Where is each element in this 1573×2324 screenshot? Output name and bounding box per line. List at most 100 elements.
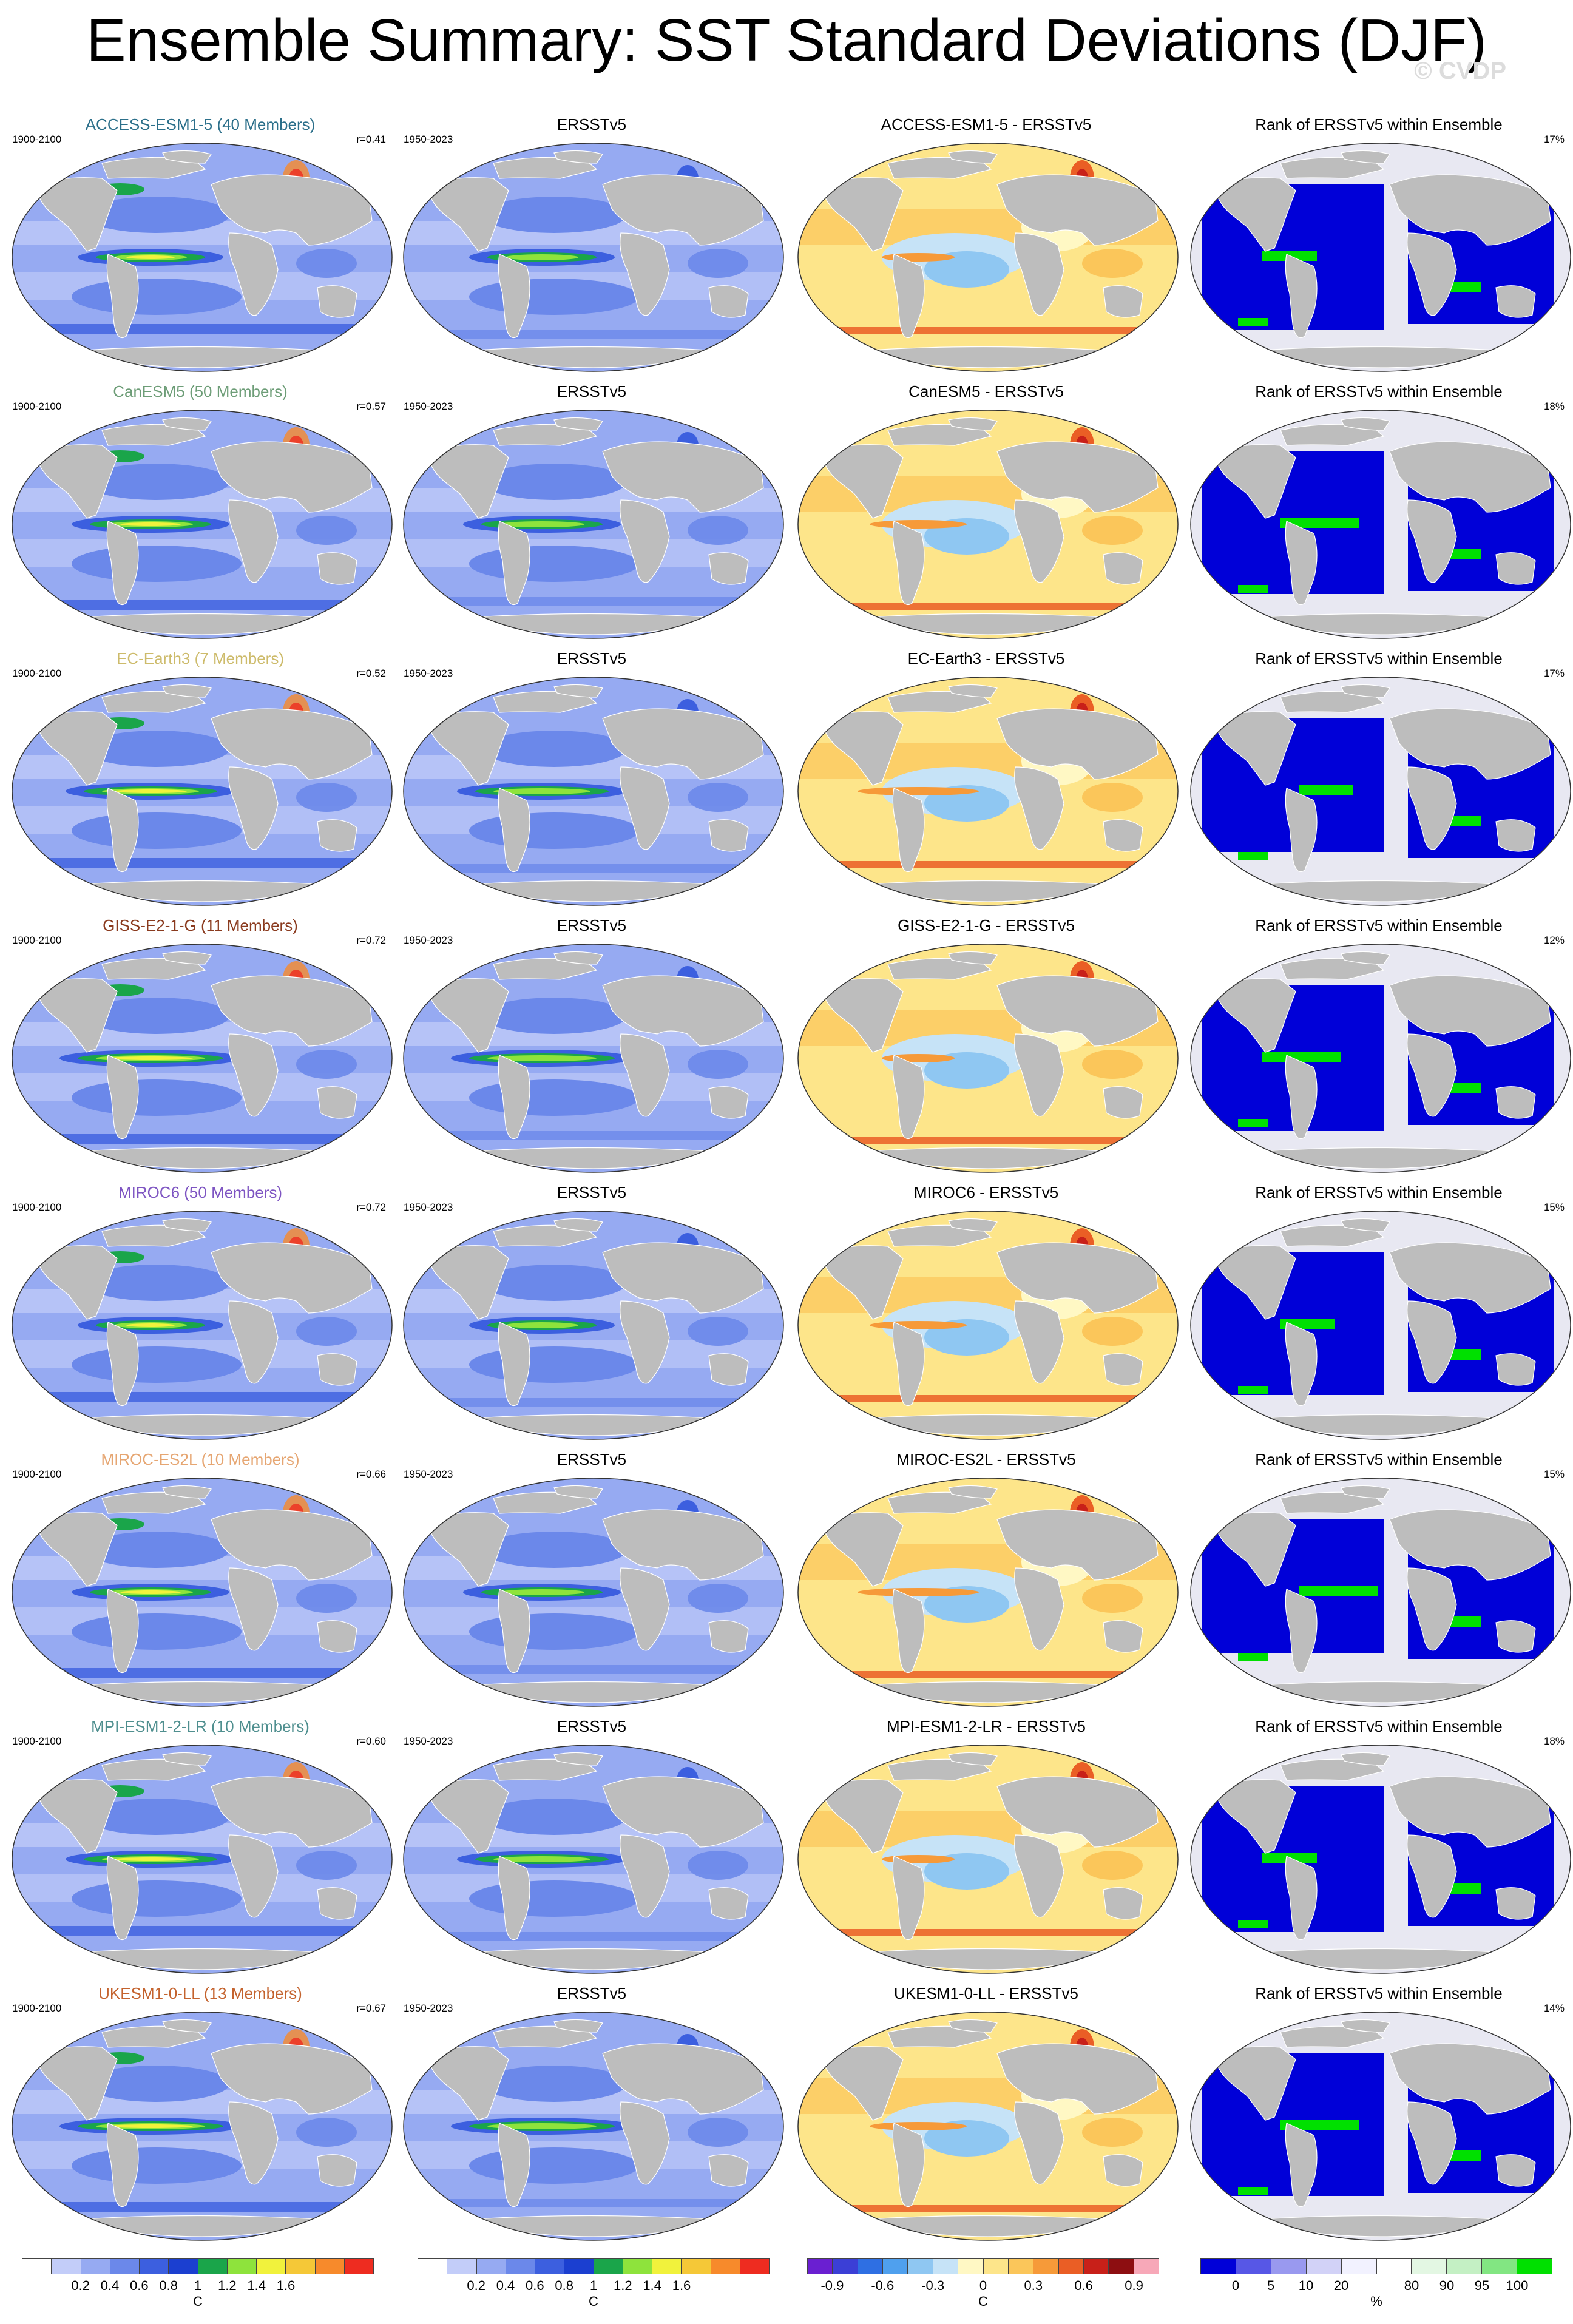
model-std-panel: MIROC-ES2L (10 Members) 1900-2100 r=0.66: [6, 1445, 394, 1712]
colorbar-tick-label: 0.4: [496, 2278, 515, 2293]
model-row: EC-Earth3 (7 Members) 1900-2100 r=0.52: [0, 644, 1573, 911]
difference-title: MIROC6 - ERSSTv5: [913, 1183, 1059, 1201]
model-row: MIROC-ES2L (10 Members) 1900-2100 r=0.66: [0, 1445, 1573, 1712]
obs-title: ERSSTv5: [556, 916, 627, 934]
colorbar-swatch: [1058, 2259, 1084, 2274]
rank-title: Rank of ERSSTv5 within Ensemble: [1255, 1450, 1503, 1468]
obs-period: 1950-2023: [404, 1468, 453, 1480]
colorbar-tick-label: 100: [1506, 2278, 1529, 2293]
colorbar-swatch: [535, 2259, 565, 2274]
colorbar-swatch: [506, 2259, 535, 2274]
colorbar-swatch: [594, 2259, 623, 2274]
model-title: ACCESS-ESM1-5 (40 Members): [85, 115, 316, 133]
obs-std-panel: ERSSTv5 1950-2023: [397, 1178, 786, 1445]
colorbar-tick-label: 0.9: [1125, 2278, 1143, 2293]
rank-title: Rank of ERSSTv5 within Ensemble: [1255, 649, 1503, 667]
colorbar-tick-label: 0.2: [467, 2278, 485, 2293]
difference-title: ACCESS-ESM1-5 - ERSSTv5: [881, 115, 1092, 133]
pattern-correlation: r=0.72: [356, 934, 386, 946]
colorbar-swatch: [933, 2259, 959, 2274]
colorbar-tick-label: 80: [1404, 2278, 1419, 2293]
colorbar-swatches: [807, 2258, 1159, 2274]
colorbar-swatch: [1271, 2259, 1307, 2274]
obs-period: 1950-2023: [404, 667, 453, 679]
model-period: 1900-2100: [12, 1735, 62, 1747]
rank-percent: 15%: [1543, 1201, 1565, 1213]
colorbar-tick-label: 1.2: [218, 2278, 237, 2293]
colorbar-swatch: [983, 2259, 1009, 2274]
obs-period: 1950-2023: [404, 1735, 453, 1747]
rank-title: Rank of ERSSTv5 within Ensemble: [1255, 916, 1503, 934]
rank-title: Rank of ERSSTv5 within Ensemble: [1255, 382, 1503, 400]
model-period: 1900-2100: [12, 1468, 62, 1480]
difference-panel: MPI-ESM1-2-LR - ERSSTv5: [792, 1712, 1180, 1979]
difference-title: CanESM5 - ERSSTv5: [908, 382, 1064, 400]
colorbar-swatch: [1341, 2259, 1377, 2274]
colorbar-tick-label: 0.2: [71, 2278, 90, 2293]
model-row: MPI-ESM1-2-LR (10 Members) 1900-2100 r=0…: [0, 1712, 1573, 1979]
colorbar-swatch: [315, 2259, 345, 2274]
rank-title: Rank of ERSSTv5 within Ensemble: [1255, 1183, 1503, 1201]
model-std-panel: GISS-E2-1-G (11 Members) 1900-2100 r=0.7…: [6, 911, 394, 1178]
obs-title: ERSSTv5: [556, 1717, 627, 1735]
colorbar-tick-label: 0.6: [1074, 2278, 1093, 2293]
model-title: GISS-E2-1-G (11 Members): [103, 916, 298, 934]
model-row: GISS-E2-1-G (11 Members) 1900-2100 r=0.7…: [0, 911, 1573, 1178]
obs-title: ERSSTv5: [556, 115, 627, 133]
colorbar-swatch: [1376, 2259, 1412, 2274]
difference-panel: MIROC-ES2L - ERSSTv5: [792, 1445, 1180, 1712]
model-period: 1900-2100: [12, 1201, 62, 1213]
obs-std-panel: ERSSTv5 1950-2023: [397, 1979, 786, 2246]
rank-percent: 12%: [1543, 934, 1565, 946]
model-title: CanESM5 (50 Members): [113, 382, 288, 400]
colorbar-swatch: [52, 2259, 81, 2274]
model-title: EC-Earth3 (7 Members): [117, 649, 284, 667]
colorbar-swatches: [22, 2258, 374, 2274]
colorbar-swatch: [1306, 2259, 1342, 2274]
difference-title: UKESM1-0-LL - ERSSTv5: [894, 1984, 1078, 2002]
colorbar-unit: C: [589, 2294, 598, 2309]
model-period: 1900-2100: [12, 400, 62, 412]
obs-title: ERSSTv5: [556, 649, 627, 667]
rank-percent: 14%: [1543, 2002, 1565, 2014]
model-std-panel: MIROC6 (50 Members) 1900-2100 r=0.72: [6, 1178, 394, 1445]
rank-panel: Rank of ERSSTv5 within Ensemble 18%: [1185, 1712, 1573, 1979]
colorbar-swatch: [227, 2259, 257, 2274]
colorbar-swatch: [1083, 2259, 1109, 2274]
colorbar-swatch: [110, 2259, 140, 2274]
colorbar-swatch: [1134, 2259, 1159, 2274]
colorbar-swatch: [682, 2259, 711, 2274]
colorbar-tick-label: 20: [1333, 2278, 1349, 2293]
rank-title: Rank of ERSSTv5 within Ensemble: [1255, 1984, 1503, 2002]
colorbar-swatch: [1033, 2259, 1059, 2274]
colorbar-tick-label: 1.4: [643, 2278, 661, 2293]
colorbar-tick-label: 0.4: [100, 2278, 120, 2293]
colorbar-swatch: [833, 2259, 858, 2274]
difference-title: GISS-E2-1-G - ERSSTv5: [898, 916, 1075, 934]
rank-title: Rank of ERSSTv5 within Ensemble: [1255, 1717, 1503, 1735]
colorbar-swatch: [711, 2259, 740, 2274]
colorbar-swatch: [564, 2259, 594, 2274]
difference-panel: ACCESS-ESM1-5 - ERSSTv5: [792, 110, 1180, 377]
colorbar-tick-label: 1.2: [614, 2278, 632, 2293]
rank-panel: Rank of ERSSTv5 within Ensemble 12%: [1185, 911, 1573, 1178]
pattern-correlation: r=0.41: [356, 133, 386, 145]
colorbar-rank: 0 5 10 20 80 90 95 100%: [1200, 2258, 1552, 2309]
colorbar-swatch: [344, 2259, 373, 2274]
model-row: CanESM5 (50 Members) 1900-2100 r=0.57: [0, 377, 1573, 644]
model-period: 1900-2100: [12, 667, 62, 679]
model-std-panel: EC-Earth3 (7 Members) 1900-2100 r=0.52: [6, 644, 394, 911]
obs-std-panel: ERSSTv5 1950-2023: [397, 644, 786, 911]
difference-panel: GISS-E2-1-G - ERSSTv5: [792, 911, 1180, 1178]
colorbar-swatch: [1109, 2259, 1134, 2274]
difference-title: MPI-ESM1-2-LR - ERSSTv5: [887, 1717, 1086, 1735]
pattern-correlation: r=0.72: [356, 1201, 386, 1213]
colorbar-tick-label: 0.3: [1024, 2278, 1043, 2293]
colorbar-tick-label: 10: [1298, 2278, 1314, 2293]
colorbar-swatch: [883, 2259, 908, 2274]
colorbar-swatch: [652, 2259, 682, 2274]
pattern-correlation: r=0.60: [356, 1735, 386, 1747]
obs-std-panel: ERSSTv5 1950-2023: [397, 377, 786, 644]
colorbar-unit: %: [1370, 2294, 1382, 2309]
difference-panel: UKESM1-0-LL - ERSSTv5: [792, 1979, 1180, 2246]
